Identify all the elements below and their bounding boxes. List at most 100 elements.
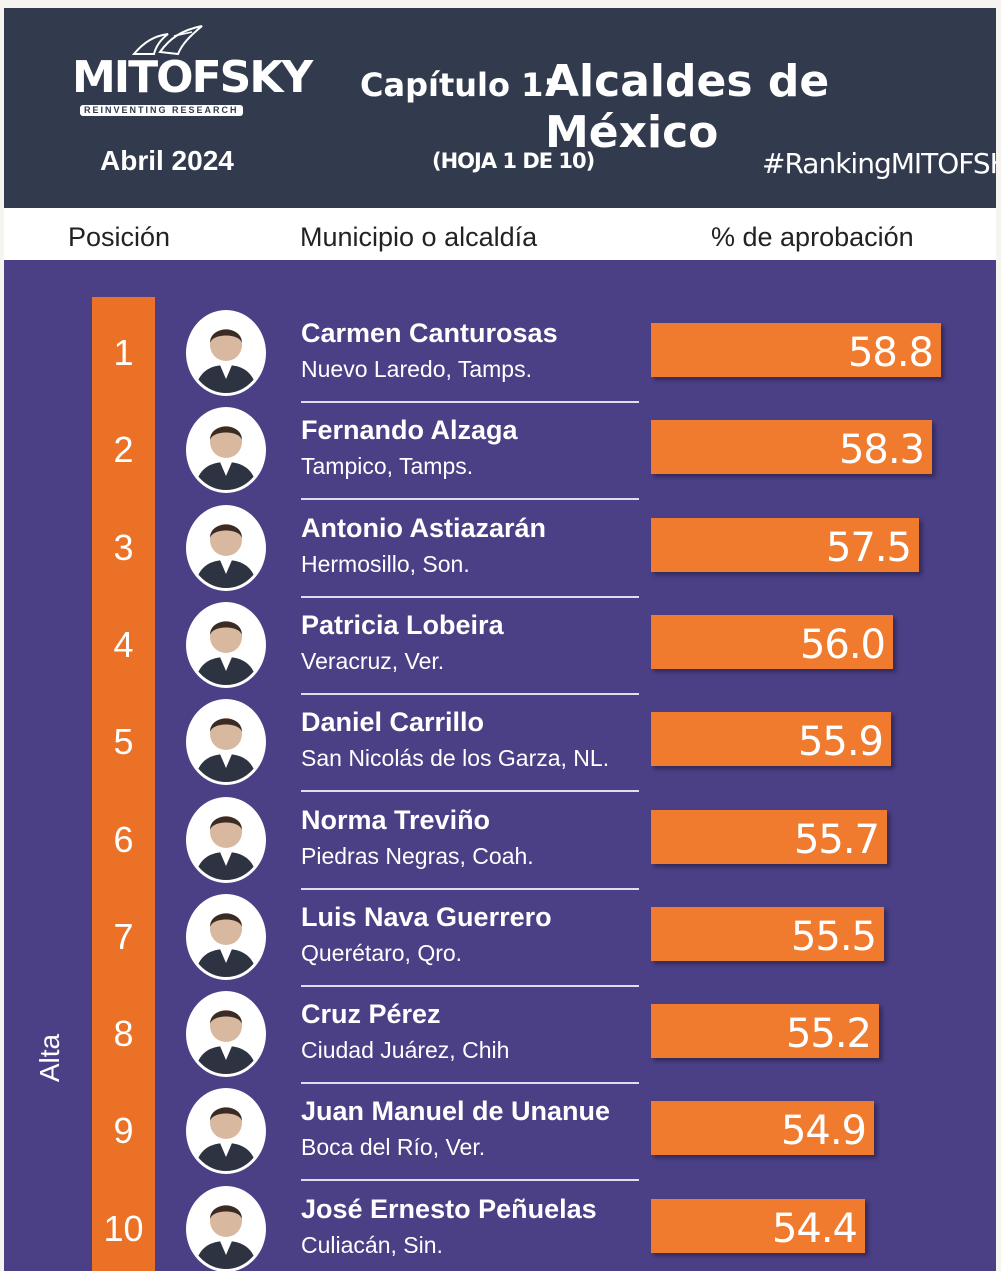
avatar [186,991,266,1077]
person-icon [195,816,257,880]
rank-strip [92,297,155,1271]
approval-value: 54.9 [780,1108,867,1154]
table-row: 10 José Ernesto Peñuelas Culiacán, Sin. 54.… [4,1182,996,1271]
official-name: Fernando Alzaga [301,415,518,445]
municipality: Boca del Río, Ver. [301,1134,486,1160]
approval-bar: 57.5 [651,518,919,572]
rank-number: 1 [113,332,134,373]
table-row: 3 Antonio Astiazarán Hermosillo, Son. 57.5 [4,501,996,598]
hashtag-label: #RankingMITOFSKY [762,147,996,180]
official-name: Carmen Canturosas [301,318,558,348]
avatar [186,797,266,883]
municipality: Ciudad Juárez, Chih [301,1037,510,1063]
rank-number: 9 [113,1110,134,1151]
approval-value: 55.2 [785,1011,872,1057]
official-name: Daniel Carrillo [301,707,485,737]
person-icon [195,524,257,588]
avatar [186,894,266,980]
person-icon [195,1010,257,1074]
row-divider [301,1179,639,1181]
mitofsky-logo: MITOFSKY REINVENTING RESEARCH [72,52,313,118]
person-icon [195,621,257,685]
logo-subtitle: REINVENTING RESEARCH [80,105,243,116]
official-name: José Ernesto Peñuelas [301,1194,597,1224]
table-row: 9 Juan Manuel de Unanue Boca del Río, Ver.… [4,1084,996,1181]
page-title: Alcaldes de México [545,56,830,158]
approval-value: 57.5 [825,525,912,571]
approval-bar: 58.8 [651,323,941,377]
approval-value: 55.7 [793,817,880,863]
table-row: 4 Patricia Lobeira Veracruz, Ver. 56.0 [4,598,996,695]
approval-bar: 56.0 [651,615,893,669]
approval-bar: 55.5 [651,907,884,961]
rank-number: 2 [113,429,134,470]
chapter-label: Capítulo 1: [360,66,557,104]
row-divider [301,498,639,500]
avatar [186,1186,266,1271]
table-row: 8 Cruz Pérez Ciudad Juárez, Chih 55.2 [4,987,996,1084]
date-label: Abril 2024 [100,145,234,176]
approval-value: 56.0 [799,622,886,668]
rank-number: 8 [113,1013,134,1054]
rank-number: 10 [103,1208,144,1249]
municipality: Nuevo Laredo, Tamps. [301,356,532,382]
table-row: 2 Fernando Alzaga Tampico, Tamps. 58.3 [4,403,996,500]
table-row: 1 Carmen Canturosas Nuevo Laredo, Tamps. 58… [4,306,996,403]
approval-bar: 54.9 [651,1101,874,1155]
avatar [186,407,266,493]
approval-value: 58.8 [847,330,934,376]
approval-bar: 55.7 [651,810,887,864]
ranking-infographic: MITOFSKY REINVENTING RESEARCH Capítulo 1… [4,8,996,1271]
person-icon [195,426,257,490]
municipality: Hermosillo, Son. [301,551,470,577]
approval-value: 55.9 [797,719,884,765]
row-divider [301,693,639,695]
rank-number: 4 [113,624,134,665]
municipality: Piedras Negras, Coah. [301,843,534,869]
official-name: Antonio Astiazarán [301,513,547,543]
row-divider [301,985,639,987]
approval-bar: 58.3 [651,420,932,474]
avatar [186,602,266,688]
official-name: Patricia Lobeira [301,610,504,640]
row-divider [301,596,639,598]
row-divider [301,401,639,403]
row-divider [301,1082,639,1084]
person-icon [195,1107,257,1171]
rank-number: 3 [113,527,134,568]
avatar [186,1088,266,1174]
rank-number: 5 [113,721,134,762]
table-row: 7 Luis Nava Guerrero Querétaro, Qro. 55.5 [4,890,996,987]
official-name: Cruz Pérez [301,999,441,1029]
rank-number: 7 [113,916,134,957]
row-divider [301,790,639,792]
person-icon [195,913,257,977]
avatar [186,505,266,591]
municipality: Querétaro, Qro. [301,940,463,966]
municipality: Veracruz, Ver. [301,648,445,674]
municipality: Tampico, Tamps. [301,453,474,479]
municipality: Culiacán, Sin. [301,1232,443,1258]
avatar [186,699,266,785]
column-header-municipality: Municipio o alcaldía [300,222,538,252]
official-name: Luis Nava Guerrero [301,902,552,932]
approval-bar: 55.2 [651,1004,879,1058]
table-row: 5 Daniel Carrillo San Nicolás de los Garza… [4,695,996,792]
column-header-approval: % de aprobación [711,222,914,252]
table-row: 6 Norma Treviño Piedras Negras, Coah. 55.7 [4,793,996,890]
approval-bar: 55.9 [651,712,891,766]
municipality: San Nicolás de los Garza, NL. [301,745,610,771]
approval-bar: 54.4 [651,1199,865,1253]
logo-text: MITOFSKY [72,52,313,103]
approval-value: 58.3 [838,427,925,473]
approval-value: 55.5 [790,914,877,960]
row-divider [301,888,639,890]
column-headers: Posición Municipio o alcaldía % de aprob… [4,208,996,260]
person-icon [195,718,257,782]
rank-number: 6 [113,819,134,860]
person-icon [195,329,257,393]
person-icon [195,1205,257,1269]
avatar [186,310,266,396]
official-name: Norma Treviño [301,805,491,835]
approval-value: 54.4 [771,1206,858,1252]
